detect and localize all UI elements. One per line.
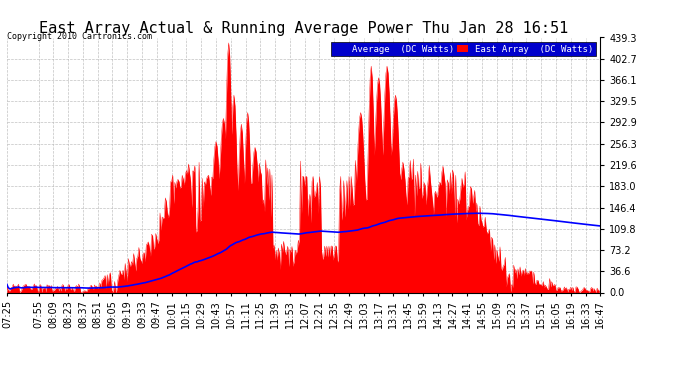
Legend: Average  (DC Watts), East Array  (DC Watts): Average (DC Watts), East Array (DC Watts…	[331, 42, 595, 56]
Text: Copyright 2010 Cartronics.com: Copyright 2010 Cartronics.com	[7, 32, 152, 41]
Title: East Array Actual & Running Average Power Thu Jan 28 16:51: East Array Actual & Running Average Powe…	[39, 21, 569, 36]
